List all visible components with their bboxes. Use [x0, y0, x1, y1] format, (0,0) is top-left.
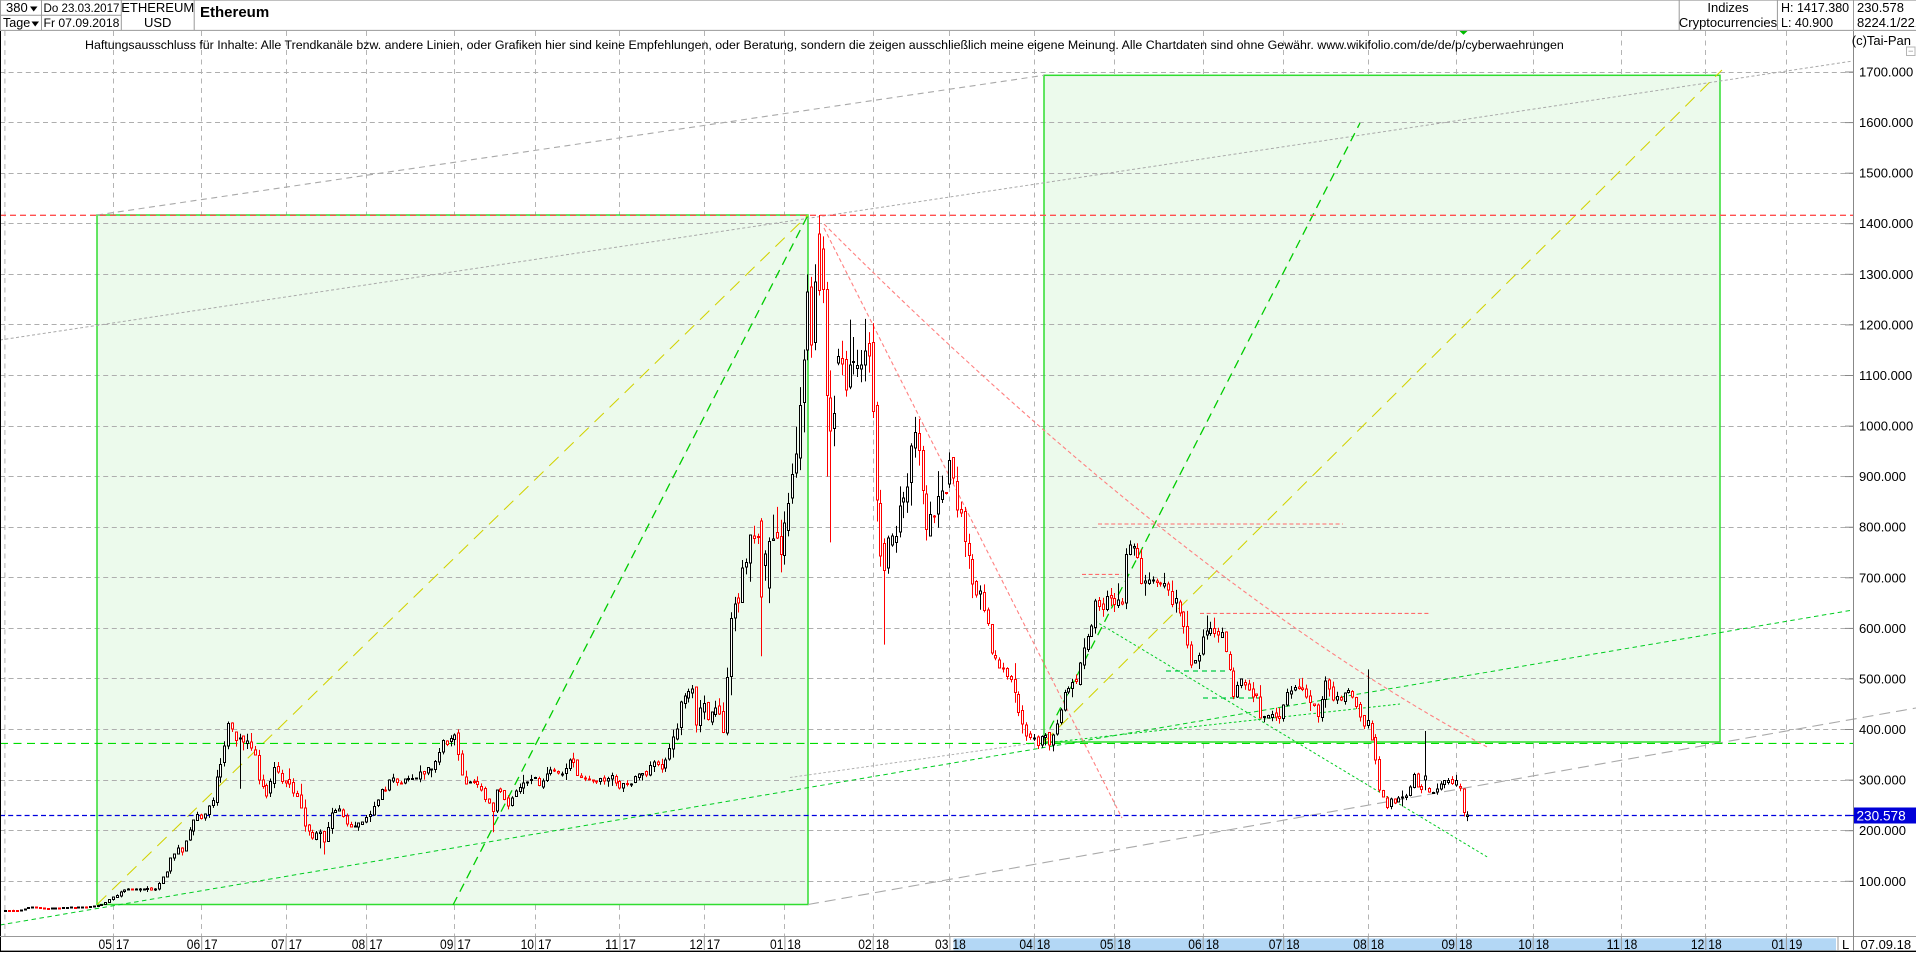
svg-text:200.000: 200.000 [1859, 823, 1906, 838]
svg-text:1200.000: 1200.000 [1859, 317, 1913, 332]
svg-text:06: 06 [187, 937, 200, 952]
svg-text:11: 11 [1607, 937, 1620, 952]
svg-text:07: 07 [1269, 937, 1282, 952]
svg-text:04: 04 [1019, 937, 1032, 952]
svg-text:17: 17 [707, 937, 720, 952]
svg-text:01: 01 [770, 937, 783, 952]
svg-text:Indizes: Indizes [1707, 0, 1749, 15]
svg-text:1500.000: 1500.000 [1859, 166, 1913, 181]
svg-text:17: 17 [204, 937, 217, 952]
svg-text:(c)Tai-Pan: (c)Tai-Pan [1852, 33, 1911, 48]
svg-text:380: 380 [6, 0, 28, 15]
svg-text:05: 05 [1100, 937, 1113, 952]
svg-text:17: 17 [457, 937, 470, 952]
svg-text:230.578: 230.578 [1857, 0, 1904, 15]
svg-text:H: 1417.380: H: 1417.380 [1781, 1, 1849, 15]
svg-text:17: 17 [116, 937, 129, 952]
svg-text:08: 08 [1353, 937, 1366, 952]
svg-text:8224.1/221: 8224.1/221 [1857, 15, 1916, 30]
svg-text:Fr 07.09.2018: Fr 07.09.2018 [44, 16, 120, 30]
svg-text:18: 18 [1624, 937, 1637, 952]
svg-text:18: 18 [1117, 937, 1130, 952]
svg-text:900.000: 900.000 [1859, 469, 1906, 484]
svg-text:Ethereum: Ethereum [200, 4, 269, 21]
svg-text:10: 10 [1518, 937, 1531, 952]
svg-text:18: 18 [1371, 937, 1384, 952]
svg-text:Tage: Tage [3, 16, 30, 30]
svg-text:03: 03 [935, 937, 948, 952]
svg-text:02: 02 [858, 937, 871, 952]
svg-text:11: 11 [605, 937, 618, 952]
svg-text:09: 09 [440, 937, 453, 952]
svg-text:230.578: 230.578 [1857, 809, 1906, 824]
svg-text:18: 18 [1037, 937, 1050, 952]
svg-text:17: 17 [369, 937, 382, 952]
svg-text:Haftungsausschluss für Inhalte: Haftungsausschluss für Inhalte: Alle Tre… [85, 38, 1564, 52]
svg-text:18: 18 [787, 937, 800, 952]
svg-text:400.000: 400.000 [1859, 722, 1906, 737]
svg-text:L: 40.900: L: 40.900 [1781, 16, 1833, 30]
svg-text:18: 18 [1536, 937, 1549, 952]
svg-text:19: 19 [1789, 937, 1802, 952]
svg-text:09: 09 [1442, 937, 1455, 952]
svg-text:1700.000: 1700.000 [1859, 65, 1913, 80]
svg-text:10: 10 [521, 937, 534, 952]
svg-text:07: 07 [271, 937, 284, 952]
svg-text:07.09.18: 07.09.18 [1861, 937, 1912, 952]
svg-text:17: 17 [538, 937, 551, 952]
svg-text:17: 17 [622, 937, 635, 952]
svg-text:12: 12 [1691, 937, 1704, 952]
svg-text:06: 06 [1188, 937, 1201, 952]
svg-text:Do 23.03.2017: Do 23.03.2017 [44, 1, 120, 15]
svg-text:18: 18 [1206, 937, 1219, 952]
svg-text:18: 18 [1459, 937, 1472, 952]
svg-text:18: 18 [1708, 937, 1721, 952]
svg-text:1600.000: 1600.000 [1859, 115, 1913, 130]
svg-text:1300.000: 1300.000 [1859, 267, 1913, 282]
svg-text:500.000: 500.000 [1859, 672, 1906, 687]
svg-text:05: 05 [99, 937, 112, 952]
svg-text:Cryptocurrencies: Cryptocurrencies [1679, 15, 1778, 30]
svg-text:18: 18 [1286, 937, 1299, 952]
svg-text:L: L [1842, 937, 1849, 952]
svg-text:1100.000: 1100.000 [1859, 368, 1912, 383]
svg-text:12: 12 [689, 937, 702, 952]
svg-text:700.000: 700.000 [1859, 570, 1906, 585]
svg-text:1000.000: 1000.000 [1859, 419, 1913, 434]
svg-text:800.000: 800.000 [1859, 520, 1906, 535]
svg-text:18: 18 [952, 937, 965, 952]
svg-text:17: 17 [289, 937, 302, 952]
svg-text:01: 01 [1772, 937, 1785, 952]
svg-text:ETHEREUM: ETHEREUM [121, 0, 194, 15]
svg-text:18: 18 [876, 937, 889, 952]
svg-text:100.000: 100.000 [1859, 874, 1906, 889]
svg-text:USD: USD [144, 15, 171, 30]
svg-text:08: 08 [352, 937, 365, 952]
svg-text:600.000: 600.000 [1859, 621, 1906, 636]
svg-text:1400.000: 1400.000 [1859, 216, 1913, 231]
svg-text:300.000: 300.000 [1859, 773, 1906, 788]
